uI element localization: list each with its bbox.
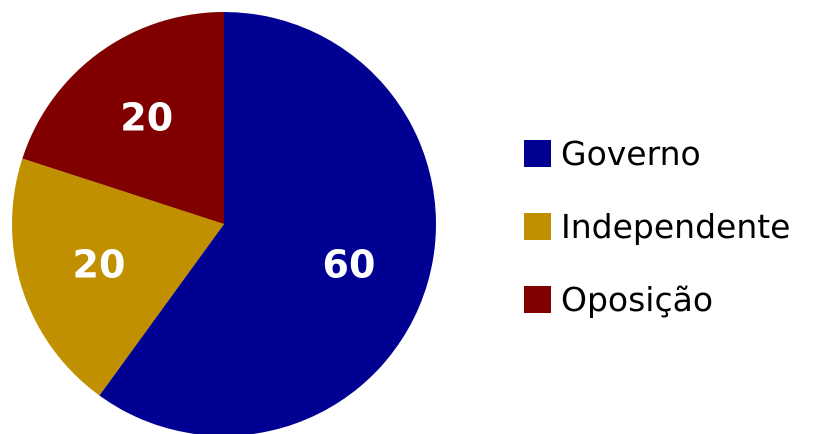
legend-item-oposicao: Oposição: [524, 279, 790, 319]
legend-swatch-governo: [524, 139, 551, 167]
pie-slice-independente: [11, 158, 224, 396]
legend-label-independente: Independente: [561, 206, 791, 246]
legend-label-oposicao: Oposição: [561, 279, 714, 319]
data-label-independente: 20: [73, 243, 126, 287]
legend-label-governo: Governo: [561, 133, 701, 173]
legend-item-governo: Governo: [524, 133, 790, 173]
legend: Governo Independente Oposição: [524, 133, 790, 352]
legend-item-independente: Independente: [524, 206, 790, 246]
pie-data-labels: 60 20 20: [73, 96, 376, 287]
legend-swatch-oposicao: [524, 285, 551, 313]
data-label-oposicao: 20: [120, 96, 173, 140]
pie-slice-governo: [99, 12, 436, 434]
legend-swatch-independente: [524, 212, 551, 240]
data-label-governo: 60: [323, 243, 376, 287]
pie-slices: [11, 12, 436, 434]
pie-slice-oposicao: [22, 12, 224, 224]
